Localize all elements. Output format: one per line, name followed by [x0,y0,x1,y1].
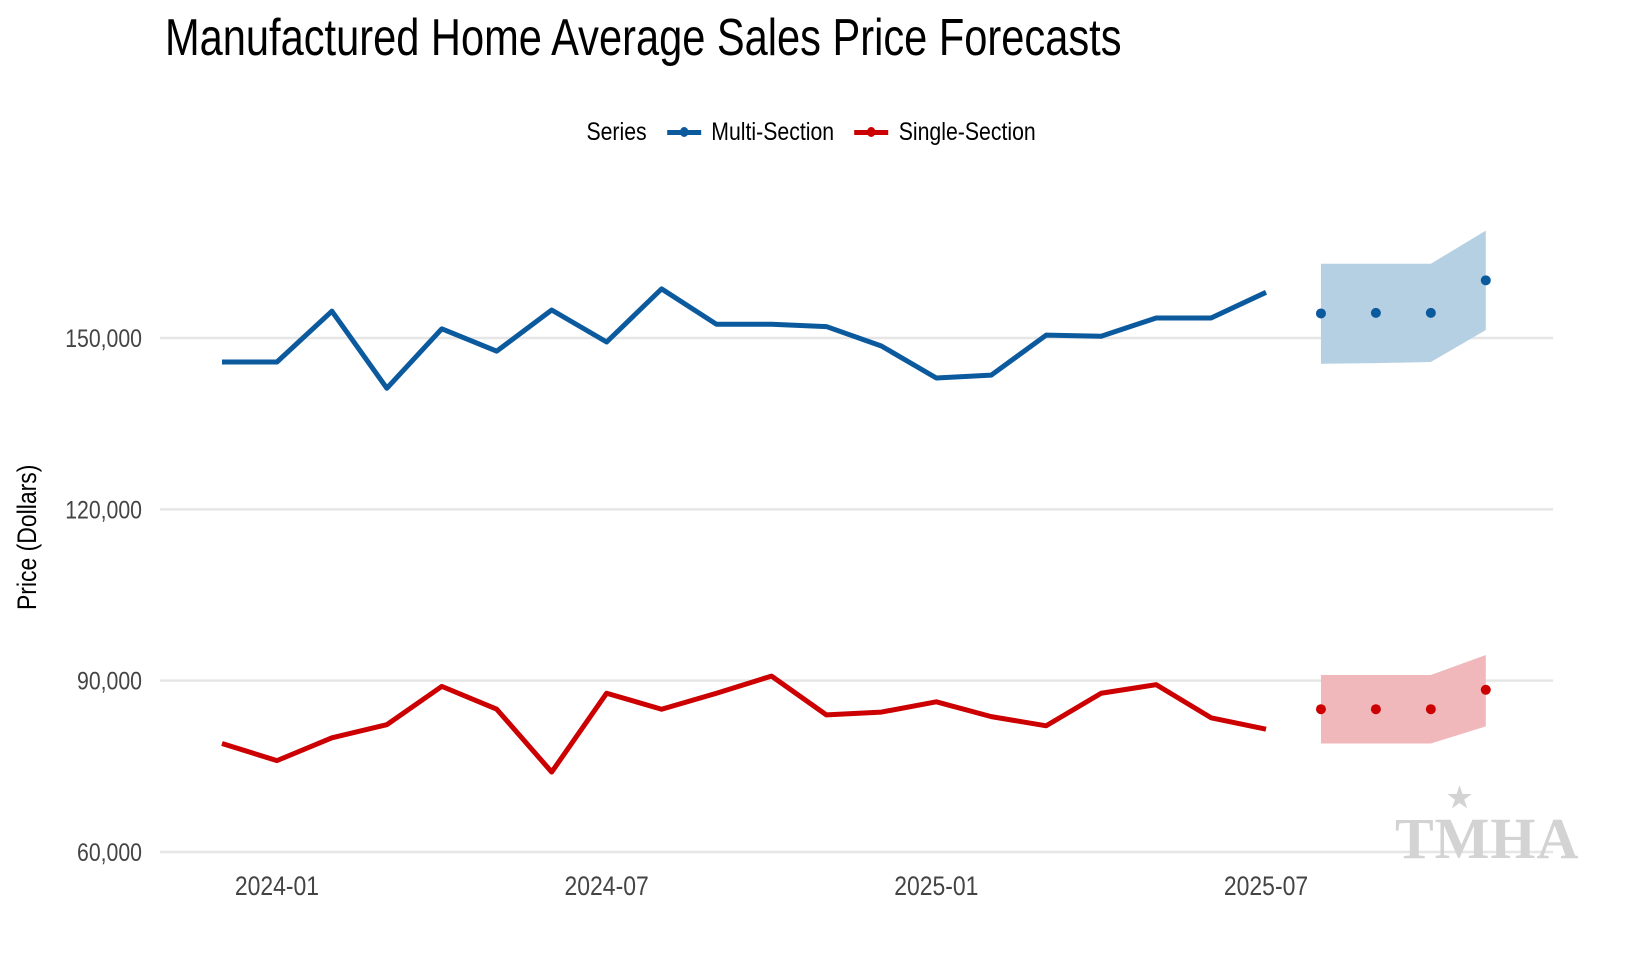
legend-item-multi-section: Multi-Section [667,118,834,147]
legend-title: Series [586,117,647,146]
texas-star-icon: ★ [1447,783,1474,814]
legend-label-multi-section: Multi-Section [711,117,835,146]
forecast-point-single-section [1370,704,1381,715]
y-axis-label: Price (Dollars) [12,464,42,610]
y-tick-label: 120,000 [65,496,142,524]
x-tick-label: 2024-01 [235,871,319,901]
forecast-point-single-section [1480,684,1491,695]
forecast-point-multi-section [1480,275,1491,286]
forecast-band-single-section [1320,654,1486,744]
y-tick-label: 150,000 [65,324,142,352]
forecast-point-multi-section [1425,307,1436,318]
series-line-multi-section [222,286,1268,391]
y-tick-label: 90,000 [77,667,142,695]
forecast-point-multi-section [1315,308,1326,319]
legend: Series Multi-Section Single-Section [0,114,1643,150]
legend-label-single-section: Single-Section [898,117,1036,146]
watermark-text: TMHA [1395,806,1580,871]
legend-swatch-multi-section [667,126,702,137]
x-tick-label: 2024-07 [565,871,649,901]
tmha-watermark-logo: ★ TMHA [1395,783,1580,872]
x-tick-label: 2025-01 [894,871,978,901]
forecast-point-single-section [1315,704,1326,715]
series-line-single-section [221,673,1267,775]
legend-swatch-single-section [854,126,889,137]
x-tick-label: 2025-07 [1224,871,1308,901]
legend-item-single-section: Single-Section [854,117,1036,147]
forecast-point-multi-section [1370,307,1381,318]
forecast-point-single-section [1425,704,1436,715]
y-tick-label: 60,000 [77,838,142,866]
forecast-band-multi-section [1320,230,1486,364]
chart-title: Manufactured Home Average Sales Price Fo… [165,9,1122,67]
